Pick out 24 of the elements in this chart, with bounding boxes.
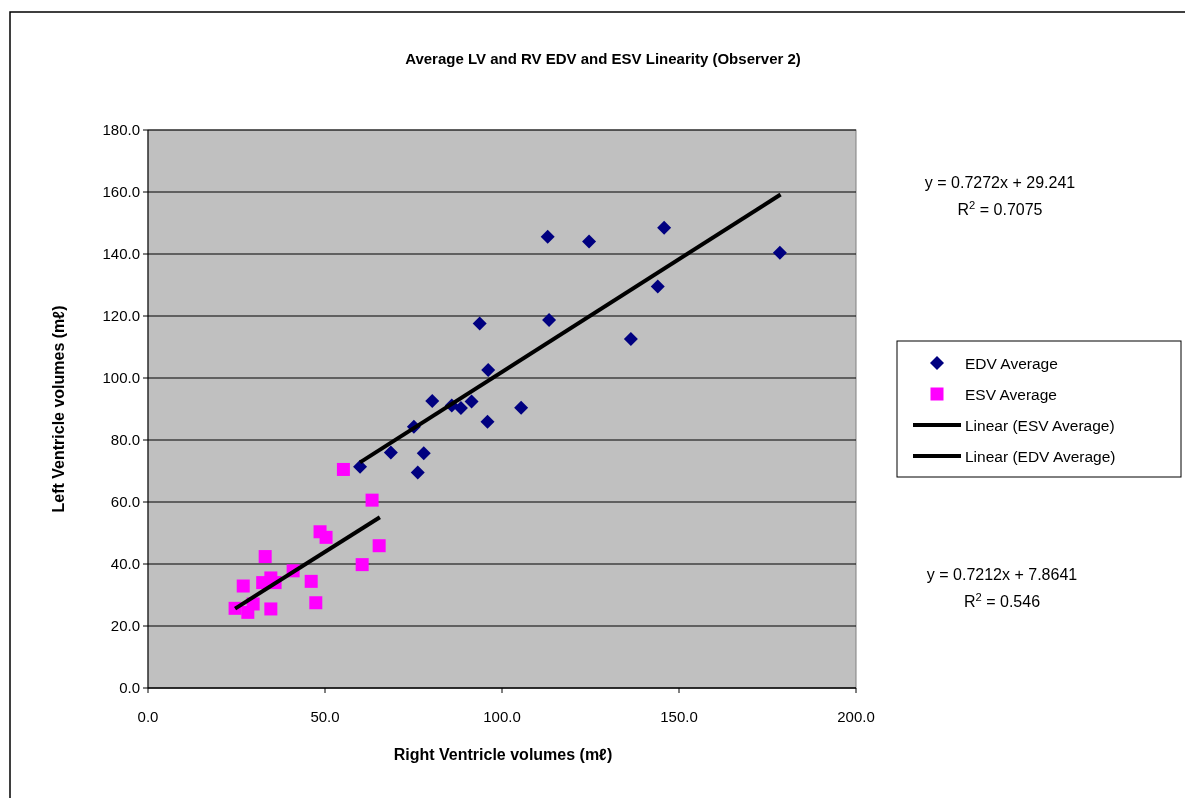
- y-tick-label: 120.0: [102, 307, 140, 324]
- text: y = 0.7212x + 7.8641 R$^{2}$ = 0.546: [926, 566, 1078, 610]
- x-tick-label: 0.0: [137, 708, 159, 725]
- x-tick-label: 200.0: [837, 708, 875, 725]
- x-tick-label: 150.0: [660, 708, 698, 725]
- y-axis-title: Left Ventricle volumes (mℓ): [50, 305, 67, 513]
- y-tick-label: 20.0: [110, 617, 140, 634]
- y-tick-label: 100.0: [102, 369, 140, 386]
- legend-label: ESV Average: [965, 386, 1057, 403]
- y-tick-label: 0.0: [119, 679, 140, 696]
- y-tick-label: 80.0: [110, 431, 140, 448]
- y-tick-label: 60.0: [110, 493, 140, 510]
- chart-title: Average LV and RV EDV and ESV Linearity (Observer 2): [405, 50, 801, 67]
- y-tick-label: 40.0: [110, 555, 140, 572]
- legend-label: EDV Average: [965, 355, 1058, 372]
- legend-label: Linear (EDV Average): [965, 448, 1116, 465]
- x-tick-label: 100.0: [483, 708, 521, 725]
- y-tick-label: 160.0: [102, 183, 140, 200]
- x-axis-title: Right Ventricle volumes (mℓ): [393, 746, 613, 763]
- legend-label: Linear (ESV Average): [965, 417, 1115, 434]
- y-tick-label: 140.0: [102, 245, 140, 262]
- text: y = 0.7272x + 29.241 R$^{2}$ = 0.7075: [924, 174, 1076, 218]
- x-tick-label: 50.0: [310, 708, 340, 725]
- y-tick-label: 180.0: [102, 121, 140, 138]
